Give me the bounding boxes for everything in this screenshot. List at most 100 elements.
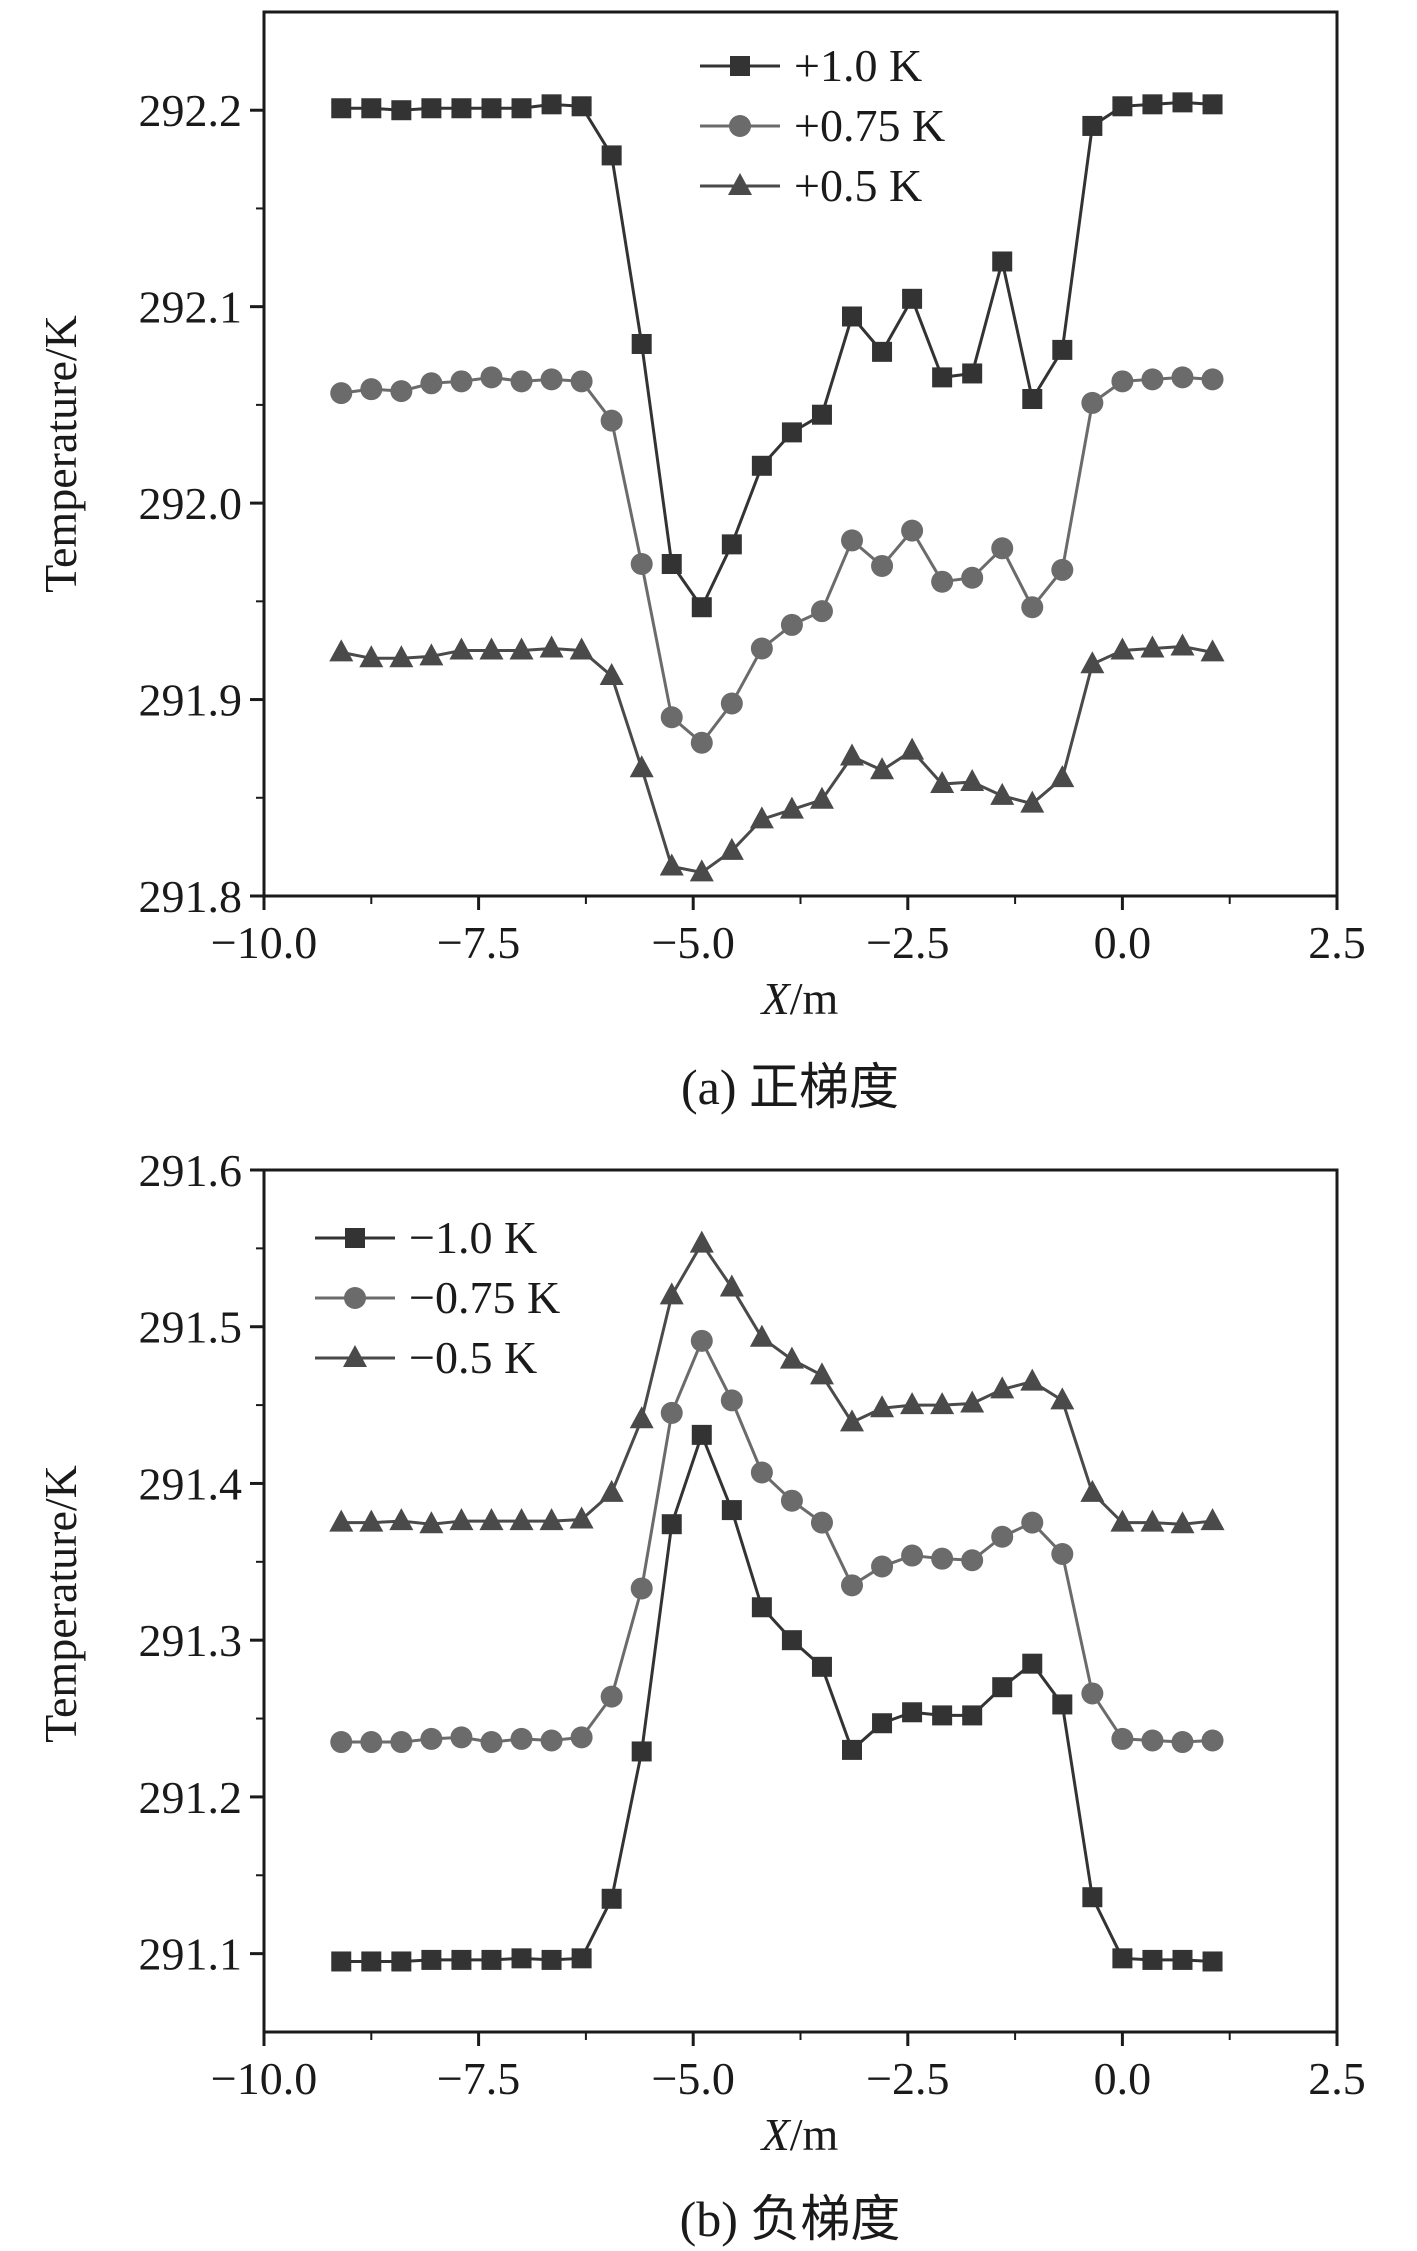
panel-a-series-3-point: [900, 737, 925, 760]
panel-a-series-3-point: [629, 755, 654, 778]
panel-b-series-1-point: [451, 1949, 472, 1970]
panel-b-legend: −1.0 K −0.75 K −0.5 K: [315, 1212, 560, 1383]
panel-b-series-3-point: [1020, 1368, 1045, 1391]
panel-b-series-3-point: [539, 1508, 564, 1531]
panel-a-series-3-point: [479, 637, 504, 660]
panel-b-series-1-point: [541, 1949, 562, 1970]
panel-b-series-2-point: [841, 1574, 864, 1597]
panel-a-series-2-point: [360, 378, 383, 401]
panel-a-y-tick-label: 291.8: [139, 871, 243, 922]
panel-b-series-2-point: [901, 1544, 924, 1567]
panel-a-series-2-point: [750, 637, 773, 660]
panel-a-legend-marker-2: [729, 115, 751, 137]
panel-b-x-tick-label: −5.0: [651, 2053, 734, 2104]
panel-a-series-3-point: [689, 859, 714, 882]
panel-a-series-1-point: [661, 554, 682, 575]
panel-b-x-tick-label: −2.5: [866, 2053, 949, 2104]
panel-a-series-2-point: [510, 370, 533, 393]
panel-b-series-1-point: [992, 1677, 1013, 1698]
panel-b-series-1-point: [571, 1948, 592, 1969]
panel-a-series-3-point: [930, 771, 955, 794]
panel-b-y-tick-label: 291.1: [139, 1929, 243, 1980]
panel-b-caption: (b) 负梯度: [680, 2191, 901, 2247]
panel-b-series-2-point: [540, 1729, 563, 1752]
panel-b-series-2-point: [480, 1731, 503, 1754]
panel-b-series-3-point: [809, 1362, 834, 1385]
panel-b-series-2-point: [390, 1731, 413, 1754]
panel-b-series-2-point: [931, 1547, 954, 1570]
panel-b-series-1-point: [661, 1514, 682, 1535]
panel-b-series-1-point: [1202, 1951, 1223, 1972]
panel-a-series-3-point: [419, 643, 444, 666]
panel-b-series-3-point: [719, 1274, 744, 1297]
panel-b-series-3-point: [749, 1324, 774, 1347]
panel-a-series-1-point: [481, 98, 502, 119]
panel-a-x-axis-var: X: [760, 973, 792, 1024]
panel-a-series-3-point: [809, 786, 834, 809]
panel-b-series-2-point: [330, 1731, 353, 1754]
panel-a-legend-label-3: +0.5 K: [794, 160, 922, 211]
panel-a-x-axis-title: X/m: [760, 973, 839, 1024]
panel-a-series-1-point: [1112, 96, 1133, 117]
panel-a-series-1-point: [721, 534, 742, 555]
panel-a-series-1-point: [751, 455, 772, 476]
panel-b-x-axis-var: X: [760, 2109, 792, 2160]
panel-a-series-3-point: [990, 782, 1015, 805]
panel-a-series-2-point: [570, 370, 593, 393]
panel-a-legend-marker-3: [728, 173, 752, 195]
panel-b-series-1-point: [421, 1949, 442, 1970]
panel-b-series-2-point: [690, 1329, 713, 1352]
panel-a-series-2-point: [660, 706, 683, 729]
panel-b-x-axis-title: X/m: [760, 2109, 839, 2160]
panel-a-series-2-point: [1111, 370, 1134, 393]
panel-b-series-1-point: [751, 1597, 772, 1618]
panel-a-series-2-point: [1021, 596, 1044, 619]
panel-a-series-1-point: [601, 145, 622, 166]
panel-a-series-1-point: [391, 100, 412, 121]
panel-a-series-1-point: [1022, 388, 1043, 409]
panel-a-x-tick-label: −10.0: [211, 917, 317, 968]
panel-a-series-3-point: [539, 635, 564, 658]
panel-a-series-2-point: [780, 613, 803, 636]
panel-b-y-tick-label: 291.5: [139, 1302, 243, 1353]
panel-a-series-1-point: [1052, 339, 1073, 360]
panel-a-y-tick-label: 292.0: [139, 478, 243, 529]
panel-a-series-1-point: [1202, 94, 1223, 115]
panel-a-series-3-point: [1200, 639, 1225, 662]
chart-panel-a: −10.0 −7.5 −5.0 −2.5 0.0 2.5 291.8 291.9 292.0 29…: [35, 10, 1366, 1115]
panel-a-series-1-point: [361, 98, 382, 119]
panel-a-series-1-point: [541, 94, 562, 115]
panel-a-series-2-point: [1051, 558, 1074, 581]
panel-a-series-2-point: [600, 409, 623, 432]
panel-a-x-tick-label: −2.5: [866, 917, 949, 968]
panel-b-series-3-point: [840, 1409, 865, 1432]
panel-a-series-1-point: [421, 98, 442, 119]
panel-b-series-3-point: [689, 1230, 714, 1253]
panel-a-x-axis-unit: /m: [790, 973, 839, 1024]
panel-b-series-3-point: [599, 1479, 624, 1502]
panel-b-x-tick-label: 2.5: [1308, 2053, 1366, 2104]
panel-a-series-1-point: [451, 98, 472, 119]
panel-a-series-3-point: [1020, 790, 1045, 813]
panel-b-series-2-point: [780, 1489, 803, 1512]
panel-b-series-2-point: [570, 1726, 593, 1749]
panel-a-caption: (a) 正梯度: [681, 1059, 899, 1115]
panel-a-series-3-point: [569, 637, 594, 660]
panel-a-y-tick-label: 292.1: [139, 282, 243, 333]
panel-b-series-1-point: [631, 1741, 652, 1762]
panel-b-series-3-point: [960, 1390, 985, 1413]
panel-a-legend-label-2: +0.75 K: [794, 100, 945, 151]
panel-b-series-1-point: [932, 1705, 953, 1726]
panel-b-x-axis-unit: /m: [790, 2109, 839, 2160]
panel-a-series-2-point: [540, 368, 563, 391]
panel-b-series-2-point: [1141, 1729, 1164, 1752]
panel-b-legend-label-3: −0.5 K: [409, 1332, 537, 1383]
panel-b-series-1-point: [1052, 1694, 1073, 1715]
panel-a-series-3-point: [1080, 651, 1105, 674]
panel-b-series-2-point: [991, 1525, 1014, 1548]
panel-a-series-1-point: [781, 422, 802, 443]
panel-a-series-1-point: [872, 341, 893, 362]
panel-a-y-axis-title: Temperature/K: [35, 315, 86, 593]
panel-a-series-2-point: [1171, 366, 1194, 389]
panel-a-series-2-point: [1081, 391, 1104, 414]
